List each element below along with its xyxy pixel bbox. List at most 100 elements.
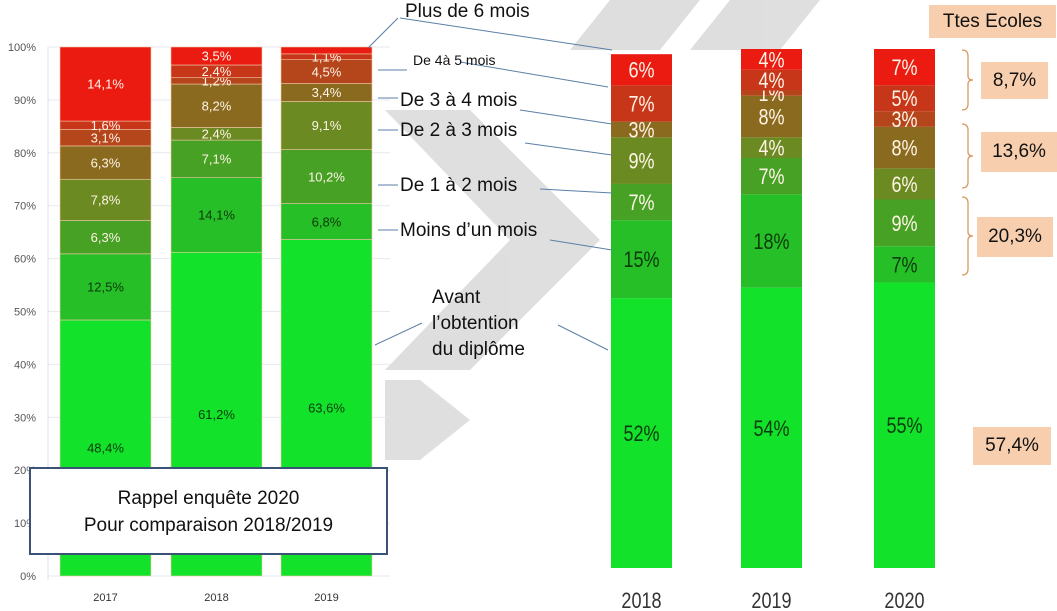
leader-line (539, 188, 613, 194)
bar-segment-de_1_2-2019 (280, 149, 373, 204)
summary-value-57-4: 57,4% (973, 427, 1051, 465)
y-tick-label: 30% (14, 412, 36, 424)
x-tick-label: 2019 (314, 592, 338, 604)
data-label: 3,1% (91, 130, 121, 145)
data-label: 48,4% (87, 441, 124, 456)
data-label: 2,4% (202, 126, 232, 141)
bar-segment-de_2_3-2018 (611, 137, 672, 184)
bar-segment-de_1_2-2018 (170, 139, 263, 178)
note-box: Rappel enquête 2020 Pour comparaison 201… (29, 467, 388, 555)
chevron-shape (570, 0, 700, 50)
chevron-shape (385, 380, 470, 460)
data-label: 4% (758, 49, 784, 73)
bar-segment-de_1_2-2019 (741, 157, 802, 195)
bar-segment-de_5_6-2018 (611, 85, 672, 122)
data-label: 15% (623, 249, 659, 273)
bar-segment-de_1_2-2018 (611, 183, 672, 221)
summary-value-13-6: 13,6% (981, 132, 1057, 172)
bar-segment-de_4_5-2019 (741, 90, 802, 96)
data-label: 2,4% (202, 64, 232, 79)
chevron-shape (690, 0, 820, 50)
bar-segment-avant-2018 (611, 298, 672, 568)
x-tick-label: 2017 (93, 592, 117, 604)
bar-segment-moins_1-2018 (170, 177, 263, 253)
leader-line (367, 17, 399, 49)
y-tick-label: 50% (14, 307, 36, 319)
bar-segment-de_3_4-2020 (874, 126, 935, 169)
data-label: 52% (623, 422, 659, 446)
note-line-1: Rappel enquête 2020 (117, 488, 300, 509)
data-label: 4% (758, 69, 784, 93)
data-label: 6,3% (91, 155, 121, 170)
bar-segment-de_1_2-2017 (59, 220, 152, 255)
bar-segment-plus_6-2020 (874, 49, 935, 86)
data-label: 6,8% (312, 214, 342, 229)
x-tick-label: 2019 (751, 589, 791, 611)
data-label: 14,1% (198, 208, 235, 223)
bar-segment-de_4_5-2020 (874, 111, 935, 127)
bar-segment-moins_1-2017 (59, 253, 152, 321)
bracket-icon (961, 123, 974, 189)
bar-segment-de_2_3-2019 (280, 101, 373, 150)
data-label: 4,5% (312, 64, 342, 79)
y-tick-label: 70% (14, 201, 36, 213)
data-label: 7,8% (91, 193, 121, 208)
data-label: 7% (891, 56, 917, 80)
bar-segment-de_3_4-2019 (741, 95, 802, 138)
y-tick-label: 60% (14, 254, 36, 266)
data-label: 8% (758, 106, 784, 130)
data-label: 3,4% (312, 85, 342, 100)
bar-segment-moins_1-2018 (611, 220, 672, 299)
data-label: 18% (753, 230, 789, 254)
data-label: 9,1% (312, 118, 342, 133)
data-label: 7% (758, 165, 784, 189)
data-label: 7% (628, 191, 654, 215)
bracket-icon (961, 196, 974, 276)
legend-label-moins-un-mois: Moins d’un mois (400, 220, 538, 241)
data-label: 3,5% (202, 49, 232, 64)
leader-line (399, 17, 613, 51)
data-label: 54% (753, 417, 789, 441)
bar-segment-de_3_4-2018 (170, 83, 263, 128)
bar-segment-de_2_3-2017 (59, 178, 152, 221)
leader-line (524, 142, 613, 156)
data-label: 63,6% (308, 400, 345, 415)
legend-label-avant-diplome: Avant l’obtention du diplôme (432, 285, 525, 363)
legend-label-avant-line2: l’obtention (432, 313, 519, 334)
data-label: 6% (891, 173, 917, 197)
bar-segment-moins_1-2019 (741, 194, 802, 288)
bar-segment-moins_1-2020 (874, 246, 935, 283)
data-label: 8% (891, 137, 917, 161)
summary-value-8-7: 8,7% (981, 62, 1048, 99)
data-label: 61,2% (198, 407, 235, 422)
data-label: 6% (628, 59, 654, 83)
x-tick-label: 2018 (204, 592, 228, 604)
data-label: 1,6% (91, 118, 121, 133)
data-label: 3% (628, 119, 654, 143)
bar-segment-de_2_3-2020 (874, 168, 935, 200)
data-label: 6,3% (91, 230, 121, 245)
data-label: 4% (758, 137, 784, 161)
bar-segment-plus_6-2019 (741, 49, 802, 70)
leader-line (519, 109, 613, 125)
bar-segment-de_1_2-2020 (874, 199, 935, 247)
leader-line (459, 61, 609, 88)
data-label: 7% (628, 93, 654, 117)
bar-segment-plus_6-2019 (280, 46, 373, 55)
data-label: 7% (891, 254, 917, 278)
bar-segment-plus_6-2017 (59, 46, 152, 122)
data-label: 9% (891, 212, 917, 236)
legend-label-avant-line3: du diplôme (432, 339, 525, 360)
y-tick-label: 40% (14, 359, 36, 371)
bar-segment-avant-2019 (741, 287, 802, 568)
y-tick-label: 80% (14, 148, 36, 160)
leader-line (557, 324, 609, 351)
bar-segment-avant-2020 (874, 282, 935, 568)
data-label: 14,1% (87, 77, 124, 92)
data-label: 5% (891, 88, 917, 112)
leader-line (374, 322, 423, 346)
legend-label-de-3-4-mois: De 3 à 4 mois (400, 90, 518, 111)
summary-value-20-3: 20,3% (977, 217, 1053, 257)
data-label: 9% (628, 150, 654, 174)
